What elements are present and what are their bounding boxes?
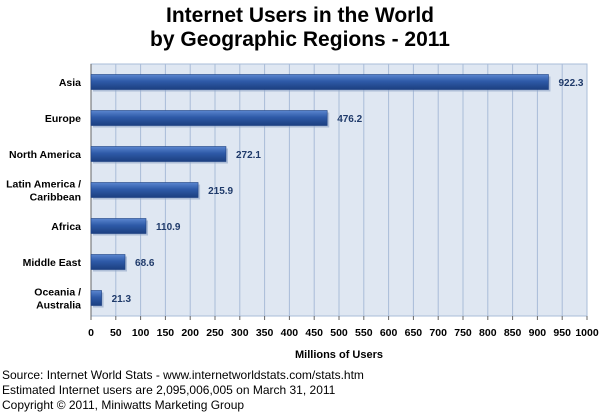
x-tick-label: 850 <box>504 327 522 339</box>
x-tick-label: 500 <box>330 327 348 339</box>
x-tick-label: 950 <box>553 327 571 339</box>
category-label: Caribbean <box>30 192 81 204</box>
x-tick-label: 700 <box>429 327 447 339</box>
source-note: Source: Internet World Stats - www.inter… <box>2 368 364 382</box>
bar <box>90 218 147 234</box>
category-label: Europe <box>45 113 81 125</box>
x-tick-label: 450 <box>305 327 323 339</box>
value-label: 272.1 <box>236 150 261 161</box>
x-tick-label: 250 <box>206 327 224 339</box>
category-label: North America <box>9 149 81 161</box>
bar-chart: 922.3 476.2 272.1 215.9 110.9 68.6 21.3 Asia Eu… <box>6 63 599 361</box>
x-tick-label: 800 <box>479 327 497 339</box>
value-label: 476.2 <box>337 114 362 125</box>
x-tick-label: 300 <box>231 327 249 339</box>
x-tick-label: 50 <box>110 327 122 339</box>
x-axis-title: Millions of Users <box>295 349 383 361</box>
bar <box>90 74 549 90</box>
category-label: Middle East <box>23 257 82 269</box>
x-tick-label: 350 <box>256 327 274 339</box>
bar <box>90 182 199 198</box>
chart-subtitle: by Geographic Regions - 2011 <box>150 28 450 51</box>
x-tick-label: 750 <box>454 327 472 339</box>
x-tick-label: 400 <box>281 327 299 339</box>
bars <box>90 74 551 308</box>
x-tick-label: 900 <box>529 327 547 339</box>
bar <box>90 290 102 306</box>
x-tick-label: 100 <box>132 327 150 339</box>
x-tick-label: 200 <box>181 327 199 339</box>
x-tick-label: 600 <box>380 327 398 339</box>
chart-title: Internet Users in the World <box>166 4 434 27</box>
category-label: Asia <box>59 77 81 89</box>
category-label: Australia <box>36 300 81 312</box>
x-tick-label: 150 <box>157 327 175 339</box>
estimate-note: Estimated Internet users are 2,095,006,0… <box>2 383 336 397</box>
x-tick-label: 0 <box>88 327 94 339</box>
copyright-note: Copyright © 2011, Miniwatts Marketing Gr… <box>2 398 245 412</box>
bar <box>90 254 126 270</box>
value-label: 110.9 <box>156 222 181 233</box>
value-label: 922.3 <box>558 78 583 89</box>
value-labels: 922.3 476.2 272.1 215.9 110.9 68.6 21.3 <box>112 78 584 305</box>
bar <box>90 146 227 162</box>
category-label: Latin America / <box>6 179 81 191</box>
bar <box>90 110 328 126</box>
category-label: Oceania / <box>34 287 81 299</box>
x-tick-label: 650 <box>405 327 423 339</box>
x-tick-labels: 0 50 100 150 200 250 300 350 400 450 500 550 600 650 7… <box>88 327 599 339</box>
value-label: 21.3 <box>112 294 132 305</box>
x-tick-label: 550 <box>355 327 373 339</box>
x-tick-label: 1000 <box>575 327 599 339</box>
category-labels: Asia Europe North America Latin America /Ca… <box>6 77 81 312</box>
value-label: 68.6 <box>135 258 155 269</box>
value-label: 215.9 <box>208 186 233 197</box>
category-label: Africa <box>51 221 81 233</box>
